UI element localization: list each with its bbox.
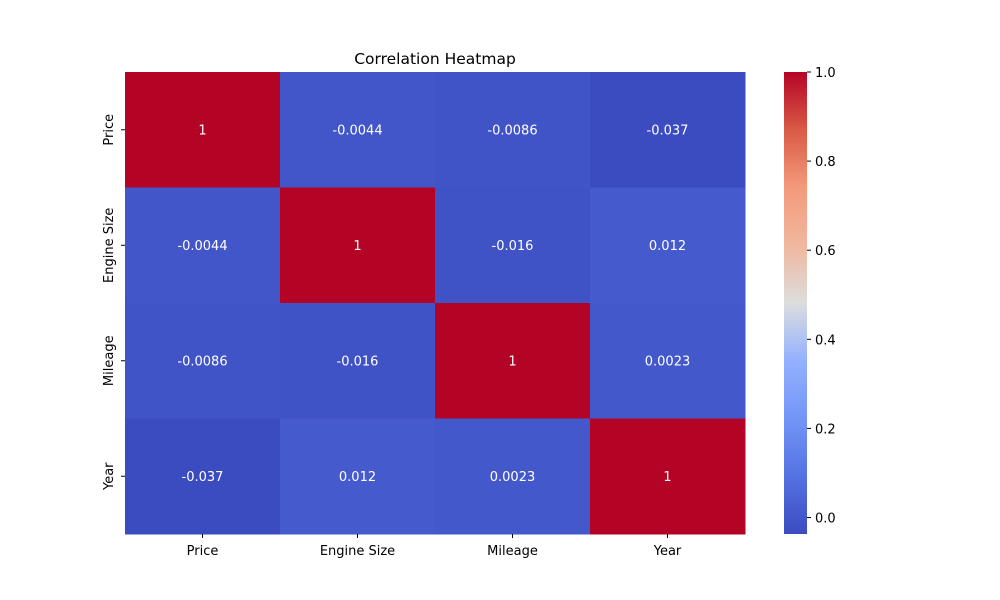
y-tick-label: Year — [102, 462, 117, 491]
y-tick-label: Engine Size — [102, 208, 117, 283]
heatmap-cell — [435, 72, 591, 188]
heatmap-cells: 1 -0.0044 -0.0086 -0.037 -0.0044 1 -0.016 0.012… — [125, 72, 746, 535]
cell-label: 0.0023 — [645, 354, 691, 369]
heatmap-cell — [590, 72, 746, 188]
heatmap-cell — [280, 303, 436, 419]
colorbar-tick-label: 0.8 — [815, 155, 836, 170]
cell-label: -0.037 — [647, 123, 689, 138]
colorbar-tick-label: 0.4 — [815, 333, 836, 348]
cell-label: 0.0023 — [490, 470, 536, 485]
heatmap-cell — [125, 72, 281, 188]
cell-label: -0.016 — [337, 354, 379, 369]
heatmap-cell — [435, 187, 591, 304]
heatmap-cell — [280, 418, 436, 535]
x-tick-label: Price — [187, 544, 219, 559]
y-axis: Price Engine Size Mileage Year — [102, 114, 125, 491]
heatmap-cell — [280, 72, 436, 188]
chart-title: Correlation Heatmap — [354, 50, 516, 68]
colorbar-tick-label: 1.0 — [815, 66, 836, 81]
heatmap-cell — [590, 418, 746, 535]
heatmap-cell — [435, 303, 591, 419]
colorbar-tick-label: 0.6 — [815, 244, 836, 259]
colorbar-tick-label: 0.0 — [815, 512, 836, 527]
cell-label: -0.0044 — [332, 123, 382, 138]
cell-label: -0.0086 — [177, 354, 227, 369]
heatmap-cell — [125, 303, 281, 419]
colorbar-tick-label: 0.2 — [815, 422, 836, 437]
y-tick-label: Price — [102, 114, 117, 146]
cell-label: -0.037 — [182, 470, 224, 485]
heatmap-cell — [125, 418, 281, 535]
cell-label: -0.0044 — [177, 239, 227, 254]
heatmap-cell — [590, 187, 746, 304]
x-axis: Price Engine Size Mileage Year — [187, 534, 682, 559]
x-tick-label: Mileage — [487, 544, 538, 559]
colorbar: 0.0 0.2 0.4 0.6 0.8 1.0 — [784, 66, 836, 534]
cell-label: 1 — [663, 470, 671, 485]
cell-label: 1 — [198, 123, 206, 138]
heatmap-cell — [125, 187, 281, 304]
cell-label: 1 — [508, 354, 516, 369]
heatmap-cell — [435, 418, 591, 535]
cell-label: 0.012 — [649, 239, 686, 254]
cell-label: 1 — [353, 239, 361, 254]
cell-label: 0.012 — [339, 470, 376, 485]
cell-label: -0.016 — [492, 239, 534, 254]
cell-label: -0.0086 — [487, 123, 537, 138]
x-tick-label: Year — [653, 544, 682, 559]
heatmap-cell — [280, 187, 436, 304]
heatmap-cell — [590, 303, 746, 419]
y-tick-label: Mileage — [102, 335, 117, 386]
x-tick-label: Engine Size — [320, 544, 395, 559]
colorbar-gradient — [784, 72, 807, 534]
